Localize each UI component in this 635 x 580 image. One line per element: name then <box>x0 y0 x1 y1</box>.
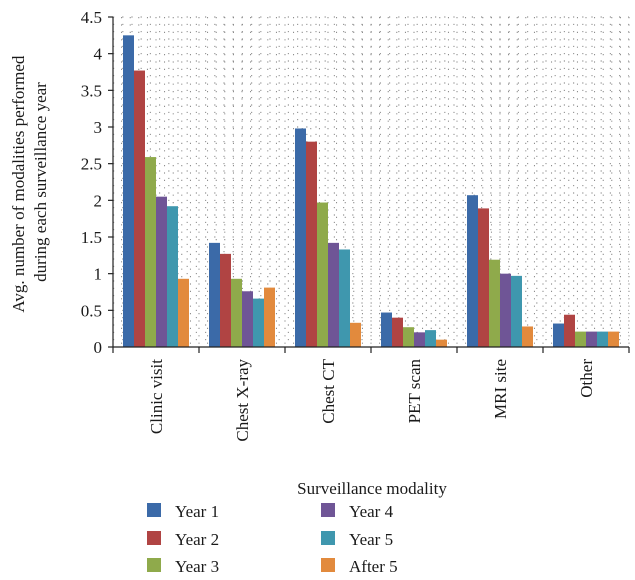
grid-layer <box>113 16 630 347</box>
y-tick-label: 1 <box>94 265 103 284</box>
bar <box>597 331 608 347</box>
legend-label: Year 2 <box>175 530 219 549</box>
y-tick-label: 0.5 <box>81 301 102 320</box>
bar <box>220 253 231 347</box>
y-axis-title: Avg. number of modalities performed duri… <box>9 51 50 312</box>
bar-layer <box>123 35 619 348</box>
x-category-label: Chest CT <box>319 358 338 423</box>
y-tick-label: 4 <box>94 45 103 64</box>
bar <box>575 331 586 347</box>
bar <box>306 141 317 347</box>
legend: Year 1 Year 2 Year 3 Year 4 Year 5 After 5 <box>147 502 398 576</box>
bar <box>242 291 253 347</box>
bar <box>123 35 134 347</box>
bar <box>134 70 145 348</box>
bar <box>231 278 242 347</box>
legend-label: Year 1 <box>175 502 219 521</box>
bar <box>522 326 533 347</box>
y-axis-title-line-1: Avg. number of modalities performed <box>9 55 28 312</box>
y-tick-label: 1.5 <box>81 228 102 247</box>
bar <box>489 259 500 347</box>
bar <box>339 249 350 347</box>
bar <box>317 202 328 347</box>
legend-swatch <box>147 503 161 517</box>
bar <box>586 331 597 347</box>
y-tick-label: 0 <box>94 338 103 357</box>
y-tick-label: 2 <box>94 191 103 210</box>
bar <box>328 242 339 347</box>
x-category-label: PET scan <box>405 359 424 424</box>
bar <box>414 332 425 347</box>
bar <box>500 273 511 347</box>
bar <box>467 195 478 347</box>
bar <box>295 128 306 347</box>
legend-label: Year 4 <box>349 502 394 521</box>
bar <box>425 330 436 347</box>
x-category-label: MRI site <box>491 359 510 419</box>
y-tick-label: 3.5 <box>81 81 102 100</box>
bar <box>553 323 564 347</box>
legend-label: After 5 <box>349 557 398 576</box>
x-category-label: Chest X-ray <box>233 359 252 442</box>
axis-layer <box>108 16 630 353</box>
bar <box>209 242 220 347</box>
legend-label: Year 5 <box>349 530 393 549</box>
x-category-label: Clinic visit <box>147 359 166 434</box>
bar <box>253 298 264 347</box>
bar <box>381 312 392 347</box>
bar <box>264 287 275 347</box>
y-tick-labels: 0 0.5 1 1.5 2 2.5 3 3.5 4 4.5 <box>81 8 103 357</box>
y-tick-label: 3 <box>94 118 103 137</box>
legend-swatch <box>321 531 335 545</box>
legend-label: Year 3 <box>175 557 219 576</box>
bar <box>478 208 489 347</box>
y-tick-label: 4.5 <box>81 8 102 27</box>
legend-swatch <box>147 558 161 572</box>
bar <box>167 206 178 347</box>
bar <box>392 317 403 347</box>
y-tick-label: 2.5 <box>81 155 102 174</box>
bar <box>178 278 189 347</box>
bar <box>403 327 414 347</box>
y-axis-title-line-2: during each surveillance year <box>31 82 50 282</box>
bar <box>436 339 447 347</box>
legend-swatch <box>321 503 335 517</box>
x-axis-title: Surveillance modality <box>297 479 447 498</box>
bar <box>156 196 167 347</box>
bar <box>564 314 575 347</box>
bar <box>145 157 156 347</box>
legend-swatch <box>147 531 161 545</box>
bar <box>511 275 522 347</box>
x-category-labels: Clinic visit Chest X-ray Chest CT PET scan M… <box>147 358 596 441</box>
bar <box>608 331 619 347</box>
bar <box>350 322 361 347</box>
legend-swatch <box>321 558 335 572</box>
x-category-label: Other <box>577 359 596 398</box>
